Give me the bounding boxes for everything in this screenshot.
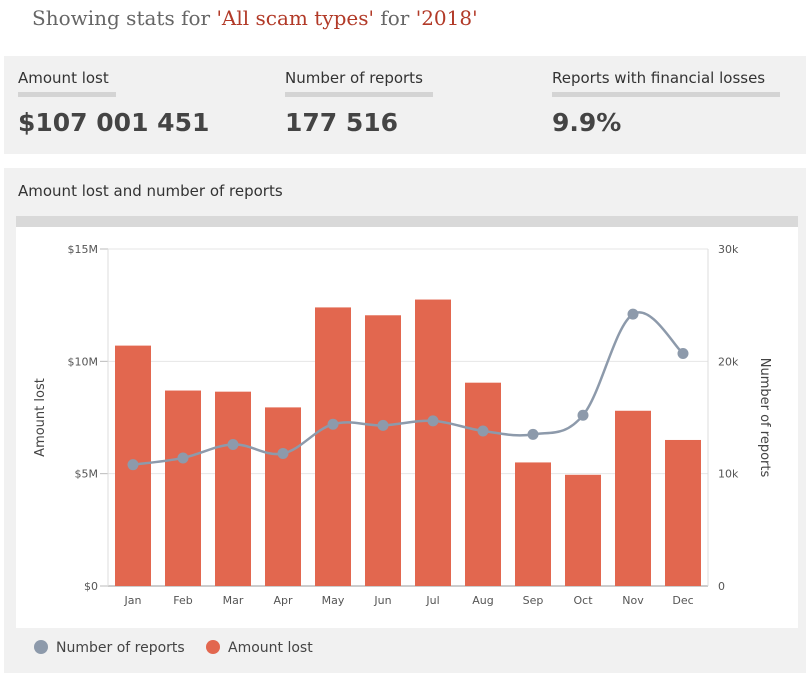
legend-item-reports[interactable]: Number of reports — [34, 640, 185, 656]
bar-amount-lost — [365, 315, 401, 586]
right-axis-tick-label: 20k — [718, 355, 739, 368]
right-axis-title: Number of reports — [757, 358, 772, 478]
legend-item-amount[interactable]: Amount lost — [206, 640, 313, 656]
left-axis-tick-label: $5M — [75, 468, 99, 481]
point-number-of-reports — [577, 409, 589, 421]
left-axis-tick-label: $10M — [68, 355, 99, 368]
stat-value: 9.9% — [552, 108, 622, 137]
left-axis-title: Amount lost — [33, 378, 48, 457]
bar-amount-lost — [315, 307, 351, 586]
point-number-of-reports — [277, 447, 289, 459]
bar-amount-lost — [265, 407, 301, 586]
point-number-of-reports — [427, 415, 439, 427]
point-number-of-reports — [377, 419, 389, 431]
scam-type-filter[interactable]: 'All scam types' — [216, 6, 374, 30]
bar-amount-lost — [215, 391, 251, 586]
point-number-of-reports — [227, 438, 239, 450]
stat-label: Reports with financial losses — [552, 69, 766, 87]
bar-amount-lost — [665, 439, 701, 586]
combo-chart: $0 0 $5M 10k $10M 20k $15M 30k Jan Feb Mar Apr May Ju… — [33, 243, 772, 607]
right-axis-tick-label: 0 — [718, 580, 725, 593]
headline-prefix: Showing stats for — [32, 6, 217, 30]
bar-amount-lost — [415, 299, 451, 586]
bar-amount-lost — [565, 474, 601, 586]
chart-area: $0 0 $5M 10k $10M 20k $15M 30k Jan Feb Mar Apr May Ju… — [16, 227, 798, 628]
legend-label: Number of reports — [56, 640, 185, 656]
x-axis-tick-label: Jan — [124, 594, 142, 607]
left-axis-tick-label: $0 — [84, 580, 98, 593]
legend-label: Amount lost — [228, 640, 313, 656]
chart-title: Amount lost and number of reports — [18, 182, 283, 200]
year-filter[interactable]: '2018' — [415, 6, 478, 30]
left-axis-tick-label: $15M — [68, 243, 99, 256]
legend-amount-marker-icon — [206, 640, 220, 654]
stat-value: $107 001 451 — [18, 108, 210, 137]
x-axis-tick-label: Jul — [425, 594, 439, 607]
x-axis-tick-label: Nov — [622, 594, 644, 607]
bar-amount-lost — [165, 390, 201, 586]
stat-label: Number of reports — [285, 69, 423, 87]
stat-underline — [285, 92, 433, 97]
chart-divider — [16, 216, 798, 227]
x-axis-tick-label: Sep — [523, 594, 544, 607]
bar-amount-lost — [465, 382, 501, 586]
point-number-of-reports — [327, 418, 339, 430]
bar-amount-lost — [515, 462, 551, 586]
point-number-of-reports — [477, 425, 489, 437]
stat-underline — [18, 92, 116, 97]
x-axis-tick-label: Dec — [672, 594, 693, 607]
bar-amount-lost — [615, 410, 651, 586]
x-axis-tick-label: Jun — [373, 594, 391, 607]
x-axis-tick-label: Aug — [472, 594, 493, 607]
point-number-of-reports — [677, 347, 689, 359]
x-axis-tick-label: Oct — [573, 594, 593, 607]
right-axis-tick-label: 10k — [718, 468, 739, 481]
point-number-of-reports — [527, 428, 539, 440]
chart-panel: Amount lost and number of reports $0 0 $5M… — [4, 168, 806, 673]
x-axis-tick-label: May — [322, 594, 345, 607]
right-axis-tick-label: 30k — [718, 243, 739, 256]
stat-label: Amount lost — [18, 69, 109, 87]
point-number-of-reports — [627, 308, 639, 320]
headline-middle: for — [373, 6, 416, 30]
x-axis-tick-label: Feb — [173, 594, 192, 607]
stat-value: 177 516 — [285, 108, 399, 137]
x-axis-tick-label: Mar — [223, 594, 244, 607]
stat-underline — [552, 92, 780, 97]
legend-reports-marker-icon — [34, 640, 48, 654]
page-headline: Showing stats for 'All scam types' for '… — [32, 6, 478, 30]
point-number-of-reports — [127, 459, 139, 471]
x-axis-tick-label: Apr — [273, 594, 293, 607]
point-number-of-reports — [177, 452, 189, 464]
stats-panel: Amount lost $107 001 451 Number of repor… — [4, 56, 806, 154]
